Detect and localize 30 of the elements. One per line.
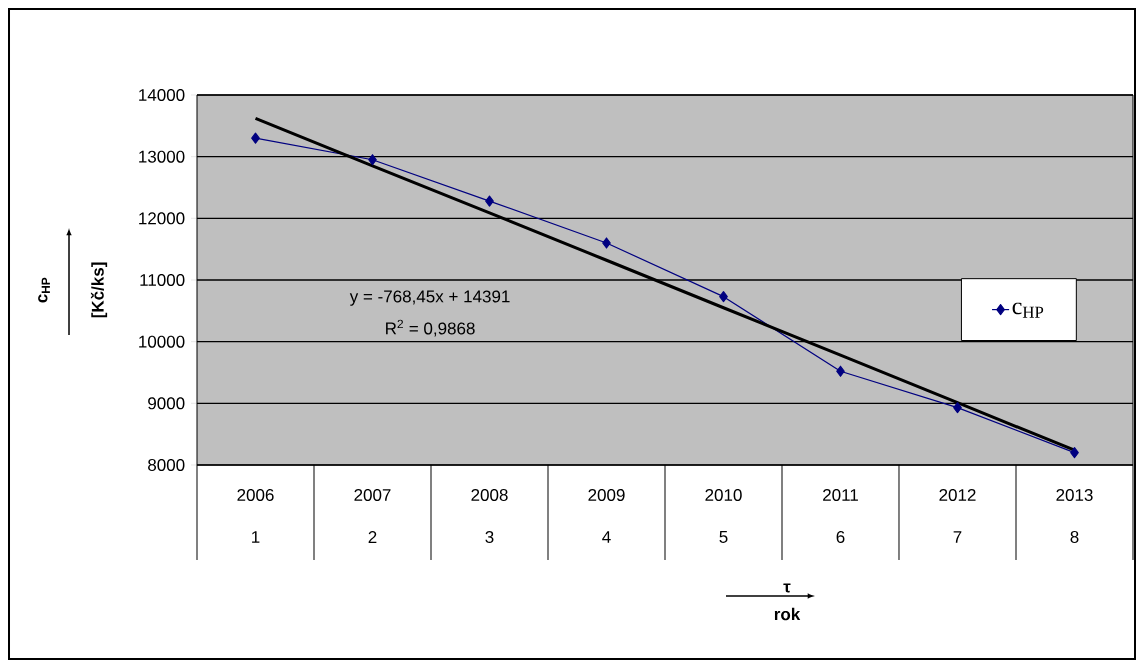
y-tick-label: 11000 — [140, 273, 185, 287]
text: 5 — [719, 531, 728, 543]
annotation: R$^{2}$ = 0,9868 — [386, 319, 475, 337]
x-tick-label: 2008 — [471, 488, 508, 502]
annotation: y = -768,45x + 14391 — [349, 290, 510, 306]
text: 3 — [485, 530, 494, 544]
x-tick-label: 2009 — [588, 488, 625, 502]
y-axis-title: [Kč/ks] — [90, 262, 108, 318]
x-tick-label: 2007 — [354, 488, 391, 502]
text: 1 — [252, 531, 260, 543]
y-tick-label: 9000 — [148, 397, 185, 410]
x-axis-title: τ — [783, 583, 791, 593]
text: 2 — [368, 531, 377, 543]
text: 4 — [602, 531, 611, 543]
x-tick-label: 2012 — [939, 488, 976, 502]
y-tick-label: 14000 — [139, 88, 185, 102]
text: 8 — [1070, 530, 1079, 544]
x-tick-label: 2011 — [823, 488, 858, 502]
text: 6 — [836, 530, 845, 544]
text: 7 — [953, 531, 962, 543]
x-tick-label: 2006 — [237, 488, 274, 502]
legend-label: c$_{HP}$ — [1012, 302, 1044, 318]
x-tick-label: 2013 — [1056, 488, 1093, 502]
text: c$_{HP}$ — [38, 277, 50, 303]
y-tick-label: 13000 — [139, 150, 185, 163]
x-tick-label: 2010 — [705, 488, 742, 502]
text: rok — [774, 607, 801, 621]
y-tick-label: 10000 — [139, 335, 185, 348]
y-tick-label: 8000 — [148, 458, 185, 472]
y-tick-label: 12000 — [139, 212, 185, 225]
